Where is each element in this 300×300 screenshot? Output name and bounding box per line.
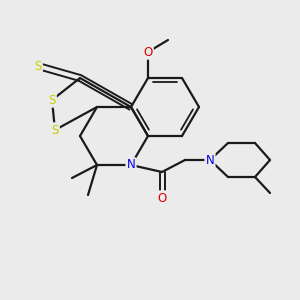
Text: S: S — [34, 59, 42, 73]
Text: O: O — [143, 46, 153, 59]
Text: S: S — [51, 124, 59, 136]
Text: N: N — [206, 154, 214, 166]
Text: S: S — [48, 94, 56, 106]
Text: N: N — [127, 158, 135, 172]
Text: O: O — [158, 191, 166, 205]
